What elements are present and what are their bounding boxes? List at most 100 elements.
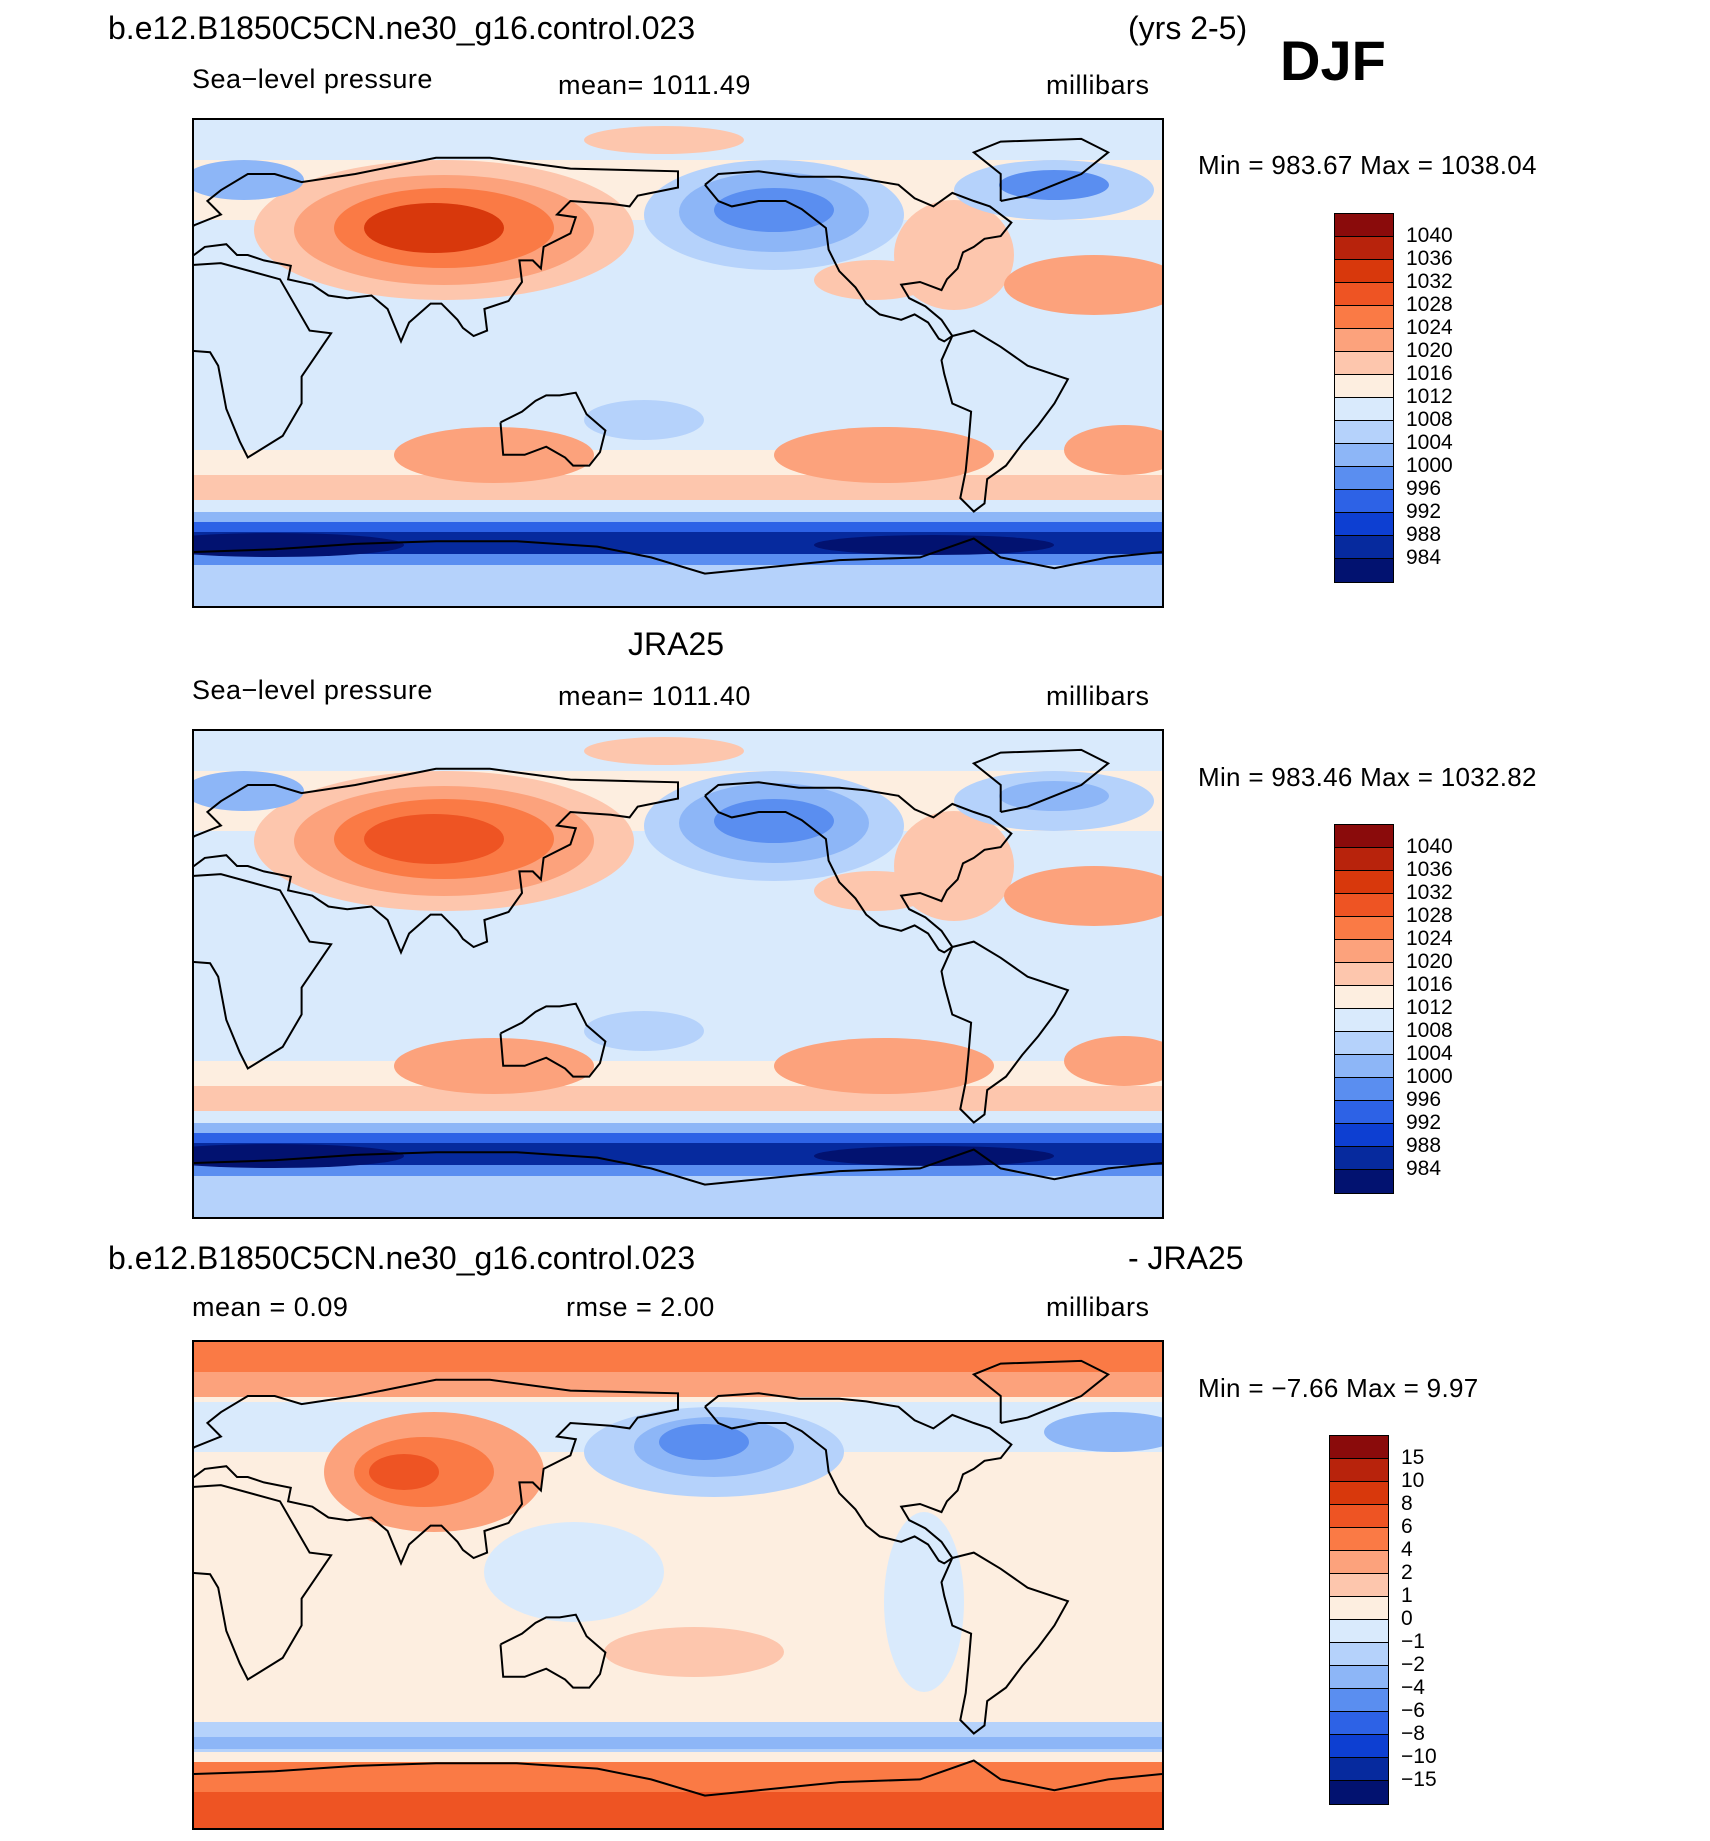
panel3-minmax: Min = −7.66 Max = 9.97 bbox=[1198, 1373, 1479, 1403]
colorbar-label: 10 bbox=[1401, 1469, 1425, 1492]
coastline bbox=[194, 1484, 333, 1681]
antarctic-coastline bbox=[194, 1148, 1162, 1186]
colorbar-label: 1028 bbox=[1406, 293, 1453, 316]
colorbar-label: 2 bbox=[1401, 1561, 1413, 1584]
band-992 bbox=[194, 522, 1162, 532]
na-1016 bbox=[894, 811, 1014, 921]
colorbar-label: −8 bbox=[1401, 1722, 1425, 1745]
colorbar-swatch bbox=[1335, 444, 1393, 467]
colorbar-label: 996 bbox=[1406, 477, 1442, 500]
colorbar-swatch bbox=[1330, 1666, 1388, 1689]
panel1-variable: Sea−level pressure bbox=[192, 64, 433, 94]
panel1-mean: mean= 1011.49 bbox=[558, 70, 751, 100]
azores-high bbox=[1004, 866, 1162, 926]
colorbar-label: 1032 bbox=[1406, 881, 1453, 904]
colorbar-swatch bbox=[1330, 1528, 1388, 1551]
colorbar-swatch bbox=[1335, 986, 1393, 1009]
colorbar-label: 1036 bbox=[1406, 247, 1453, 270]
npacific-min bbox=[659, 1424, 749, 1460]
colorbar-swatch bbox=[1335, 283, 1393, 306]
colorbar-swatch bbox=[1335, 490, 1393, 513]
tropics bbox=[324, 951, 564, 1011]
colorbar-label: 1012 bbox=[1406, 385, 1453, 408]
panel2-variable: Sea−level pressure bbox=[192, 675, 433, 705]
s-atlantic-high bbox=[1064, 425, 1162, 475]
antarctic-coastline bbox=[194, 537, 1162, 575]
indian-ocean-high bbox=[394, 1038, 594, 1094]
colorbar-label: 984 bbox=[1406, 546, 1442, 569]
colorbar-swatch bbox=[1335, 559, 1393, 582]
colorbar-label: 1016 bbox=[1406, 362, 1453, 385]
colorbar-swatch bbox=[1335, 237, 1393, 260]
colorbar-label: −10 bbox=[1401, 1745, 1437, 1768]
colorbar-swatch bbox=[1335, 398, 1393, 421]
colorbar-swatch bbox=[1335, 940, 1393, 963]
colorbar-swatch bbox=[1330, 1620, 1388, 1643]
colorbar-label: 1036 bbox=[1406, 858, 1453, 881]
panel3-map bbox=[192, 1340, 1164, 1830]
colorbar-swatch bbox=[1335, 1055, 1393, 1078]
coastline bbox=[940, 1551, 1070, 1735]
southern-negative-strong bbox=[194, 1737, 1162, 1749]
panel2-colorbar bbox=[1334, 824, 1394, 1194]
colorbar-swatch bbox=[1330, 1505, 1388, 1528]
colorbar-label: 1024 bbox=[1406, 316, 1453, 339]
colorbar-swatch bbox=[1330, 1643, 1388, 1666]
coastline bbox=[194, 767, 679, 955]
band-1008 bbox=[194, 500, 1162, 512]
se-pacific-high bbox=[774, 427, 994, 483]
colorbar-label: −2 bbox=[1401, 1653, 1425, 1676]
tropics bbox=[324, 340, 564, 400]
colorbar-label: 1016 bbox=[1406, 973, 1453, 996]
colorbar-swatch bbox=[1335, 467, 1393, 490]
azores-high bbox=[1004, 255, 1162, 315]
panel3-mean: mean = 0.09 bbox=[192, 1292, 349, 1322]
colorbar-swatch bbox=[1330, 1781, 1388, 1804]
siberian-high bbox=[364, 814, 504, 864]
colorbar-swatch bbox=[1335, 536, 1393, 559]
colorbar-label: 1004 bbox=[1406, 431, 1453, 454]
panel1-colorbar bbox=[1334, 213, 1394, 583]
coastline bbox=[971, 137, 1111, 202]
colorbar-label: 992 bbox=[1406, 500, 1442, 523]
australia-low bbox=[584, 1011, 704, 1051]
antarctic-positive-strong bbox=[194, 1792, 1162, 1828]
panel3-title-right: - JRA25 bbox=[1128, 1240, 1244, 1276]
aleutian-low bbox=[714, 188, 834, 232]
colorbar-label: 988 bbox=[1406, 523, 1442, 546]
coastline bbox=[704, 781, 1013, 954]
antarctic-coastline bbox=[194, 1759, 1162, 1797]
colorbar-swatch bbox=[1330, 1482, 1388, 1505]
colorbar-swatch bbox=[1335, 329, 1393, 352]
arctic-high bbox=[584, 737, 744, 765]
colorbar-swatch bbox=[1335, 1170, 1393, 1193]
coastline bbox=[194, 262, 333, 459]
panel2-minmax: Min = 983.46 Max = 1032.82 bbox=[1198, 762, 1537, 792]
colorbar-swatch bbox=[1335, 306, 1393, 329]
panel1-field bbox=[194, 120, 1162, 606]
colorbar-boxes bbox=[1329, 1435, 1389, 1805]
colorbar-label: 1020 bbox=[1406, 339, 1453, 362]
colorbar-swatch bbox=[1335, 352, 1393, 375]
maritime-negative bbox=[484, 1522, 664, 1622]
band-1008 bbox=[194, 1111, 1162, 1123]
colorbar-swatch bbox=[1330, 1459, 1388, 1482]
colorbar-label: 1040 bbox=[1406, 835, 1453, 858]
colorbar-swatch bbox=[1330, 1597, 1388, 1620]
colorbar-swatch bbox=[1330, 1436, 1388, 1459]
colorbar-swatch bbox=[1335, 917, 1393, 940]
colorbar-label: 0 bbox=[1401, 1607, 1413, 1630]
colorbar-swatch bbox=[1335, 1032, 1393, 1055]
natlantic-negative bbox=[1044, 1412, 1162, 1452]
colorbar-label: 1012 bbox=[1406, 996, 1453, 1019]
subtropic-1016-south bbox=[194, 475, 1162, 500]
season-label: DJF bbox=[1280, 29, 1386, 92]
colorbar-swatch bbox=[1335, 825, 1393, 848]
na-1016 bbox=[894, 200, 1014, 310]
panel2-mean: mean= 1011.40 bbox=[558, 681, 751, 711]
panel2-map bbox=[192, 729, 1164, 1219]
band-1000 bbox=[194, 1123, 1162, 1133]
panel3-field bbox=[194, 1342, 1162, 1828]
colorbar-label: 1028 bbox=[1406, 904, 1453, 927]
colorbar-label: −4 bbox=[1401, 1676, 1425, 1699]
